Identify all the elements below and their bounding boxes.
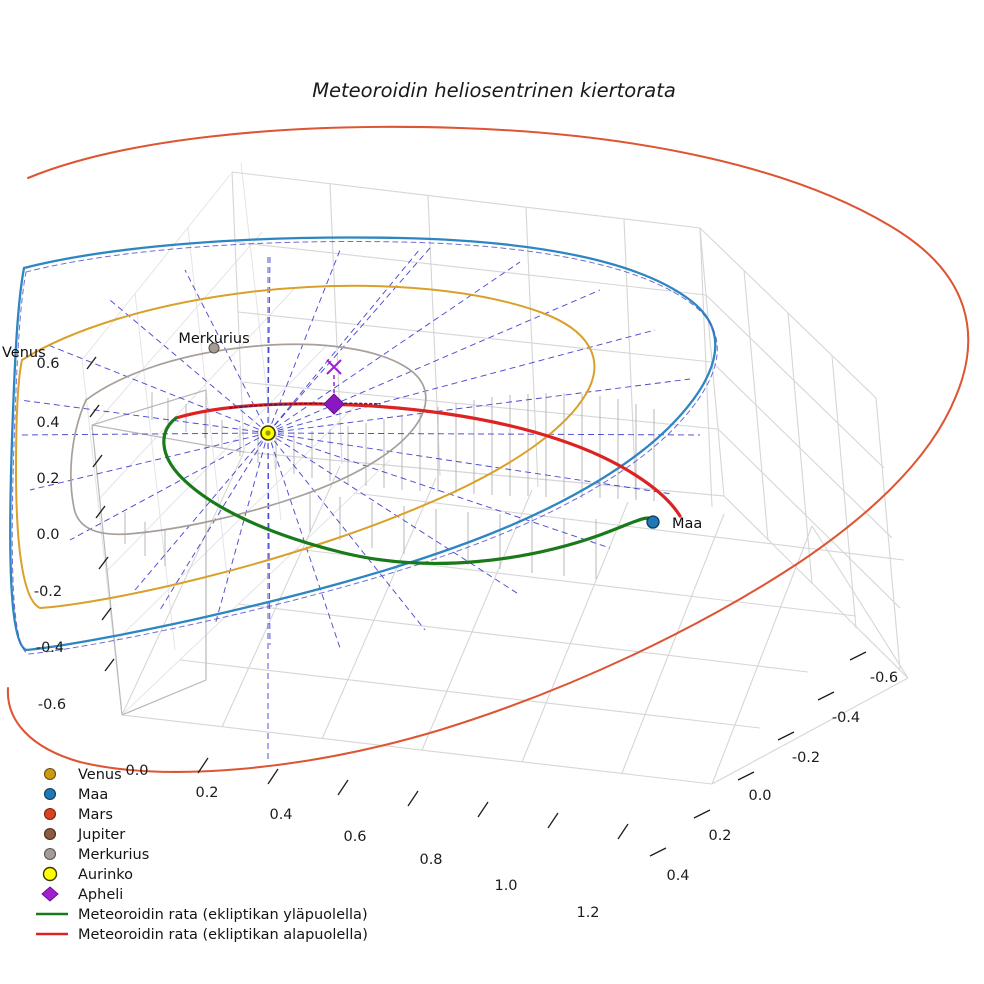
axis-z-ticks <box>86 356 115 672</box>
maa-label: Maa <box>672 516 702 532</box>
axis-y-tick-4: 0.2 <box>708 828 731 844</box>
legend-marker-venus-dot-icon <box>43 767 57 781</box>
axis-x: 0.0 0.2 0.4 0.6 0.8 1.0 1.2 <box>125 757 629 921</box>
axis-x-tick-2: 0.4 <box>269 807 292 823</box>
axis-y-tick-3: 0.0 <box>748 788 771 804</box>
legend-item-meteoroid-below[interactable]: Meteoroidin rata (ekliptikan alapuolella… <box>36 927 368 943</box>
legend: Venus Maa Mars Jupiter Merkurius Aurinko… <box>36 767 368 943</box>
legend-label-meteoroid-above: Meteoroidin rata (ekliptikan yläpuolella… <box>78 907 368 923</box>
axis-x-tick-3: 0.6 <box>343 829 366 845</box>
axis-x-tick-1: 0.2 <box>195 785 218 801</box>
legend-item-venus[interactable]: Venus <box>43 767 122 783</box>
axis-z-tick-4: -0.2 <box>34 584 62 600</box>
axis-z-tick-0: 0.6 <box>36 356 59 372</box>
grid-panes <box>81 162 909 785</box>
orbit-venus <box>14 284 596 610</box>
orbit-merkurius <box>70 343 427 536</box>
legend-label-apheli: Apheli <box>78 887 123 903</box>
marker-apheli[interactable] <box>323 359 345 415</box>
axis-y-ticks <box>649 651 867 857</box>
legend-item-meteoroid-above[interactable]: Meteoroidin rata (ekliptikan yläpuolella… <box>36 907 368 923</box>
legend-marker-jupiter-dot-icon <box>43 827 57 841</box>
apheli-x-marker <box>326 359 342 375</box>
axis-z: 0.6 0.4 0.2 0.0 -0.2 -0.4 -0.6 <box>34 356 115 713</box>
axis-y-tick-1: -0.4 <box>832 710 860 726</box>
radial-rays <box>17 247 701 760</box>
axis-y-tick-2: -0.2 <box>792 750 820 766</box>
legend-label-meteoroid-below: Meteoroidin rata (ekliptikan alapuolella… <box>78 927 368 943</box>
legend-marker-aurinko-dot-icon <box>42 866 58 882</box>
legend-marker-apheli-diamond-icon <box>41 886 59 902</box>
axis-x-tick-4: 0.8 <box>419 852 442 868</box>
legend-marker-mars-dot-icon <box>43 807 57 821</box>
legend-item-mars[interactable]: Mars <box>43 807 113 823</box>
axis-y: -0.6 -0.4 -0.2 0.0 0.2 0.4 <box>649 651 898 884</box>
legend-item-merkurius[interactable]: Merkurius <box>43 847 150 863</box>
orbit-mars-visible <box>6 125 970 773</box>
legend-item-aurinko[interactable]: Aurinko <box>42 866 134 883</box>
body-aurinko[interactable] <box>260 425 276 441</box>
axis-z-tick-6: -0.6 <box>38 697 66 713</box>
maa-dot[interactable] <box>646 515 660 529</box>
body-maa[interactable]: Maa <box>646 515 702 532</box>
orbit-meteoroid-below <box>174 402 682 518</box>
axis-x-tick-0: 0.0 <box>125 763 148 779</box>
orbit-curves <box>6 125 970 773</box>
axis-y-tick-0: -0.6 <box>870 670 898 686</box>
orbit-meteoroid-below-dots <box>229 402 381 409</box>
legend-item-jupiter[interactable]: Jupiter <box>43 827 126 843</box>
merkurius-label: Merkurius <box>178 331 249 347</box>
legend-marker-maa-dot-icon <box>43 787 57 801</box>
axis-z-tick-5: -0.4 <box>36 640 64 656</box>
axis-x-tick-6: 1.2 <box>576 905 599 921</box>
legend-item-apheli[interactable]: Apheli <box>41 886 123 903</box>
page-title: Meteoroidin heliosentrinen kiertorata <box>312 79 676 102</box>
box-edges <box>91 389 245 716</box>
body-merkurius[interactable]: Merkurius <box>178 331 250 354</box>
legend-label-maa: Maa <box>78 787 108 803</box>
axis-x-ticks <box>197 757 629 840</box>
orbit-maa <box>9 236 717 652</box>
axis-z-tick-2: 0.2 <box>36 471 59 487</box>
body-venus[interactable]: Venus <box>2 345 46 361</box>
axis-y-tick-5: 0.4 <box>666 868 689 884</box>
merkurius-dot[interactable] <box>208 342 220 354</box>
apheli-diamond[interactable] <box>323 393 345 415</box>
legend-label-merkurius: Merkurius <box>78 847 149 863</box>
axis-z-tick-3: 0.0 <box>36 527 59 543</box>
venus-label: Venus <box>2 345 46 361</box>
legend-label-venus: Venus <box>78 767 122 783</box>
pane-floor <box>121 451 909 785</box>
legend-label-mars: Mars <box>78 807 113 823</box>
legend-item-maa[interactable]: Maa <box>43 787 109 803</box>
axis-x-tick-5: 1.0 <box>494 878 517 894</box>
legend-label-jupiter: Jupiter <box>77 827 125 843</box>
orbit-meteoroid-above <box>162 416 658 565</box>
orbit-maa-dashed <box>11 241 718 655</box>
axis-z-tick-1: 0.4 <box>36 415 59 431</box>
legend-marker-merkurius-dot-icon <box>43 847 57 861</box>
legend-label-aurinko: Aurinko <box>78 867 133 883</box>
sun-core <box>265 430 271 436</box>
